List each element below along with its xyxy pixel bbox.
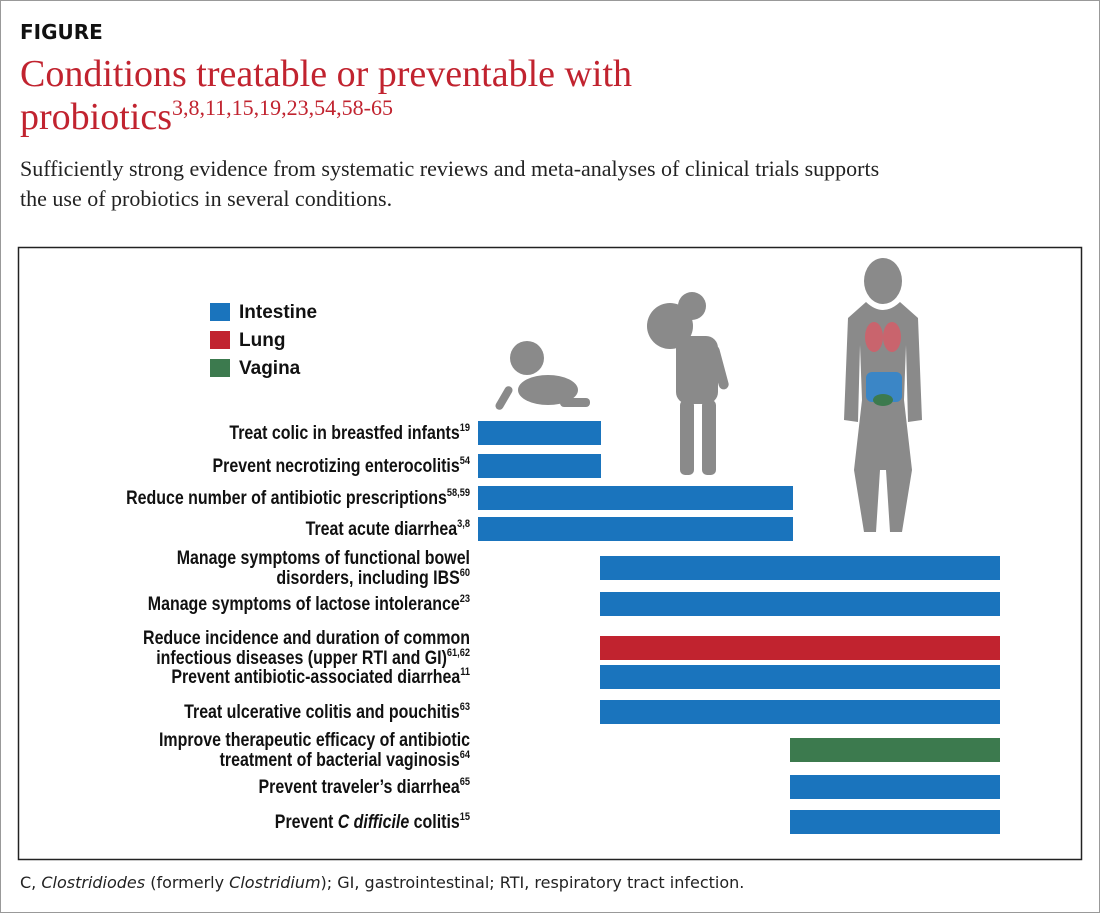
- condition-label-text: disorders, including IBS: [276, 567, 460, 589]
- condition-ref: 3,8: [457, 518, 470, 530]
- condition-label: Reduce number of antibiotic prescription…: [126, 487, 470, 509]
- legend-label: Intestine: [239, 302, 317, 323]
- condition-ref: 65: [460, 776, 471, 788]
- title-ref: 3,8,11,15,19,23,54,58-65: [172, 95, 393, 120]
- condition-label-text: Treat colic in breastfed infants: [229, 422, 460, 444]
- condition-label: Manage symptoms of lactose intolerance23: [148, 593, 471, 615]
- condition-label-part: C difficile: [338, 811, 410, 833]
- condition-label-text: Prevent antibiotic-associated diarrhea: [171, 666, 460, 688]
- condition-label: Prevent traveler’s diarrhea65: [259, 776, 471, 798]
- condition-label: treatment of bacterial vaginosis64: [220, 749, 471, 771]
- condition-ref: 60: [460, 567, 471, 579]
- condition-label-text: Prevent traveler’s diarrhea: [259, 776, 460, 798]
- condition-bar: [478, 421, 601, 445]
- panel-border: [17, 246, 1083, 861]
- condition-label-text: Improve therapeutic efficacy of antibiot…: [159, 729, 470, 751]
- condition-bar: [478, 454, 601, 478]
- condition-label-text: Treat acute diarrhea: [306, 518, 458, 540]
- footnote-part: C,: [20, 873, 41, 892]
- condition-label: Treat ulcerative colitis and pouchitis63: [184, 701, 470, 723]
- figure-label: FIGURE: [20, 20, 103, 44]
- condition-bar: [790, 775, 1000, 799]
- condition-label: Treat acute diarrhea3,8: [306, 518, 471, 540]
- legend-label: Vagina: [239, 358, 301, 379]
- condition-label-text: Manage symptoms of functional bowel: [177, 547, 470, 569]
- condition-label-text: Prevent necrotizing enterocolitis: [213, 455, 460, 477]
- child-silhouette: [647, 292, 729, 475]
- condition-bar: [600, 556, 1000, 580]
- infant-silhouette: [495, 341, 590, 410]
- condition-label: Prevent C difficile colitis15: [275, 811, 471, 833]
- legend-swatch: [210, 359, 230, 377]
- condition-ref: 64: [460, 749, 471, 761]
- condition-bar: [600, 665, 1000, 689]
- footnote-part: Clostridium: [229, 873, 320, 892]
- legend-label: Lung: [239, 330, 285, 351]
- condition-ref: 54: [460, 455, 471, 467]
- condition-label: Manage symptoms of functional bowel: [177, 547, 470, 569]
- condition-label-text: infectious diseases (upper RTI and GI): [156, 647, 447, 669]
- subtitle-line: Sufficiently strong evidence from system…: [20, 156, 879, 181]
- condition-label-text: Treat ulcerative colitis and pouchitis: [184, 701, 460, 723]
- footnote-part: (formerly: [145, 873, 229, 892]
- condition-ref: 11: [460, 666, 470, 678]
- condition-bar: [600, 636, 1000, 660]
- footnote-part: ); GI, gastrointestinal; RTI, respirator…: [321, 873, 745, 892]
- condition-ref: 23: [460, 593, 471, 605]
- condition-ref: 58,59: [447, 487, 470, 499]
- condition-ref: 63: [460, 701, 471, 713]
- title-line: Conditions treatable or preventable with: [20, 53, 632, 95]
- title-line: probiotics3,8,11,15,19,23,54,58-65: [20, 95, 393, 138]
- condition-ref: 61,62: [447, 647, 470, 659]
- condition-label-part: colitis: [409, 811, 460, 833]
- condition-label: disorders, including IBS60: [276, 567, 470, 589]
- legend-swatch: [210, 303, 230, 321]
- condition-ref: 15: [460, 811, 471, 823]
- condition-label: Prevent necrotizing enterocolitis54: [213, 455, 471, 477]
- condition-label: Improve therapeutic efficacy of antibiot…: [159, 729, 470, 751]
- legend-swatch: [210, 331, 230, 349]
- condition-bar: [790, 738, 1000, 762]
- condition-bar: [600, 592, 1000, 616]
- condition-bar: [790, 810, 1000, 834]
- footnote: C, Clostridiodes (formerly Clostridium);…: [20, 873, 744, 892]
- condition-label-text: Manage symptoms of lactose intolerance: [148, 593, 460, 615]
- footnote-part: Clostridiodes: [41, 873, 145, 892]
- condition-bar: [600, 700, 1000, 724]
- condition-label-text: treatment of bacterial vaginosis: [220, 749, 460, 771]
- condition-label: Prevent antibiotic-associated diarrhea11: [171, 666, 470, 688]
- condition-label: Reduce incidence and duration of common: [143, 627, 470, 649]
- adult-silhouette: [844, 258, 922, 532]
- condition-label: Treat colic in breastfed infants19: [229, 422, 470, 444]
- subtitle-line: the use of probiotics in several conditi…: [20, 186, 392, 211]
- condition-label-text: Reduce number of antibiotic prescription…: [126, 487, 447, 509]
- title-line: probiotics: [20, 96, 172, 138]
- condition-label-text: Reduce incidence and duration of common: [143, 627, 470, 649]
- condition-bar: [478, 486, 793, 510]
- condition-label: infectious diseases (upper RTI and GI)61…: [156, 647, 470, 669]
- condition-label-part: Prevent: [275, 811, 338, 833]
- condition-bar: [478, 517, 793, 541]
- condition-ref: 19: [460, 422, 471, 434]
